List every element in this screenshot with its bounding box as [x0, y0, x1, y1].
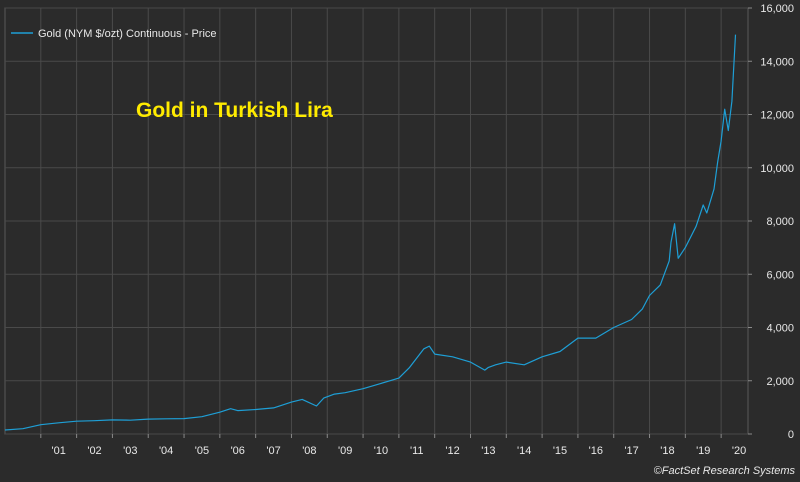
x-tick-label: '20 — [732, 445, 746, 457]
y-tick-label: 6,000 — [766, 269, 794, 281]
x-tick-label: '16 — [589, 445, 603, 457]
y-tick-label: 0 — [788, 429, 794, 441]
y-tick-label: 14,000 — [760, 56, 794, 68]
x-tick-label: '04 — [159, 445, 173, 457]
x-axis: '01 '02 '03 '04 '05 '06 '07 '08 '09 '10 '11 '12 '13 '… — [40, 434, 746, 457]
x-tick-label: '19 — [696, 445, 710, 457]
grid-lines — [5, 7, 748, 435]
x-tick-label: '06 — [231, 445, 245, 457]
series-line-gold-price — [4, 34, 737, 431]
y-axis: 0 2,000 4,000 6,000 8,000 10,000 12,000 14,000 1… — [748, 3, 794, 441]
x-tick-label: '13 — [481, 445, 495, 457]
legend: Gold (NYM $/ozt) Continuous - Price — [11, 28, 217, 40]
x-tick-label: '02 — [87, 445, 101, 457]
x-tick-label: '08 — [302, 445, 316, 457]
x-tick-label: '15 — [553, 445, 567, 457]
x-tick-label: '01 — [52, 445, 66, 457]
y-tick-label: 2,000 — [766, 376, 794, 388]
y-tick-label: 12,000 — [760, 110, 794, 122]
x-tick-label: '07 — [266, 445, 280, 457]
x-tick-label: '10 — [374, 445, 388, 457]
x-tick-label: '17 — [624, 445, 638, 457]
chart-annotation: Gold in Turkish Lira — [136, 99, 333, 122]
y-tick-label: 10,000 — [760, 163, 794, 175]
credit-text: ©FactSet Research Systems — [654, 465, 796, 477]
x-tick-label: '11 — [410, 445, 424, 457]
x-tick-label: '12 — [445, 445, 459, 457]
y-tick-label: 8,000 — [766, 216, 794, 228]
x-tick-label: '18 — [660, 445, 674, 457]
x-tick-label: '05 — [195, 445, 209, 457]
x-tick-label: '03 — [123, 445, 137, 457]
legend-label: Gold (NYM $/ozt) Continuous - Price — [38, 28, 217, 40]
x-tick-label: '14 — [517, 445, 531, 457]
x-tick-label: '09 — [338, 445, 352, 457]
y-tick-label: 16,000 — [760, 3, 794, 15]
y-tick-label: 4,000 — [766, 323, 794, 335]
